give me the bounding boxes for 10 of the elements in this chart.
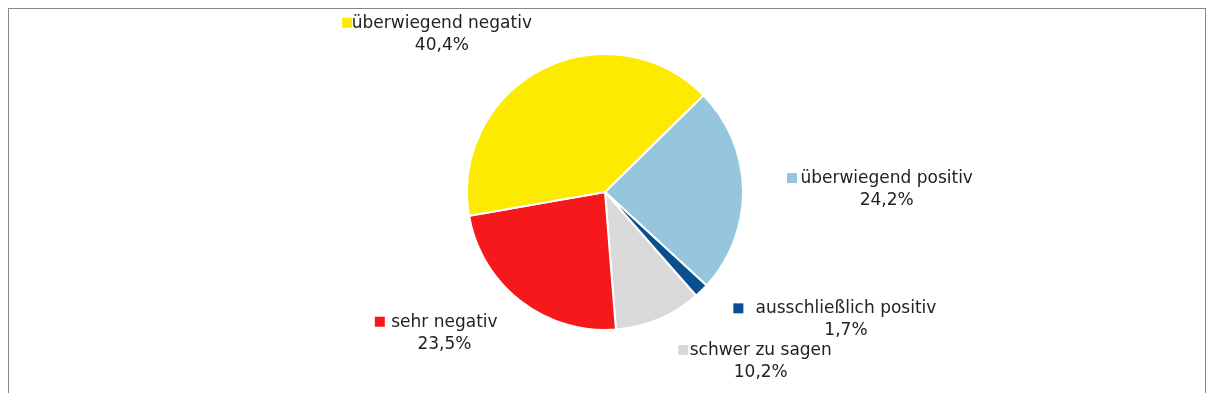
- data-label: 10,2%: [733, 360, 788, 381]
- legend-label: überwiegend positiv: [800, 167, 973, 188]
- legend-label: sehr negativ: [391, 310, 498, 331]
- data-label: 40,4%: [414, 33, 469, 54]
- legend-label: ausschließlich positiv: [755, 297, 937, 318]
- legend-label: schwer zu sagen: [689, 338, 832, 359]
- data-label: 23,5%: [417, 332, 472, 353]
- data-label: 1,7%: [824, 319, 868, 340]
- legend-label: überwiegend negativ: [351, 11, 532, 32]
- data-label: 24,2%: [859, 189, 914, 210]
